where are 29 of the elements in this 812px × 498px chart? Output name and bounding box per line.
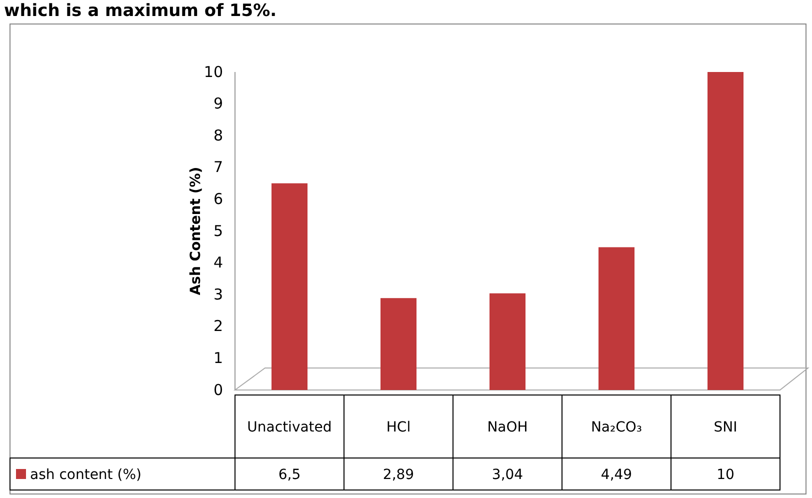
y-tick-label: 3: [213, 285, 223, 304]
y-tick-label: 0: [213, 380, 223, 399]
data-label: 2,89: [382, 467, 414, 483]
bar: [380, 298, 416, 390]
x-tick-label: SNI: [714, 420, 738, 436]
y-tick-label: 8: [213, 126, 223, 144]
x-tick-label: NaOH: [487, 420, 528, 436]
x-tick-label: Unactivated: [247, 420, 332, 436]
bar: [490, 293, 526, 390]
x-tick-label: HCl: [386, 420, 411, 436]
bar: [598, 247, 634, 390]
text: which is a maximum of 15%.: [4, 1, 277, 21]
y-tick-label: 2: [213, 317, 223, 336]
legend-label: ash content (%): [30, 467, 142, 483]
data-label: 6,5: [278, 467, 301, 483]
data-label: 3,04: [492, 467, 524, 483]
x-tick-label: Na₂CO₃: [590, 420, 642, 436]
y-tick-label: 7: [213, 158, 223, 176]
y-tick-label: 4: [213, 254, 223, 272]
y-tick-label: 9: [213, 94, 223, 113]
y-tick-label: 6: [213, 190, 223, 208]
y-axis-title: Ash Content (%): [188, 166, 204, 296]
bar: [272, 183, 308, 390]
y-tick-label: 1: [213, 349, 223, 367]
y-tick-label: 10: [204, 62, 223, 81]
bar: [708, 72, 744, 390]
y-tick-label: 5: [213, 222, 223, 240]
data-label: 4,49: [600, 467, 632, 483]
data-label: 10: [716, 467, 734, 483]
